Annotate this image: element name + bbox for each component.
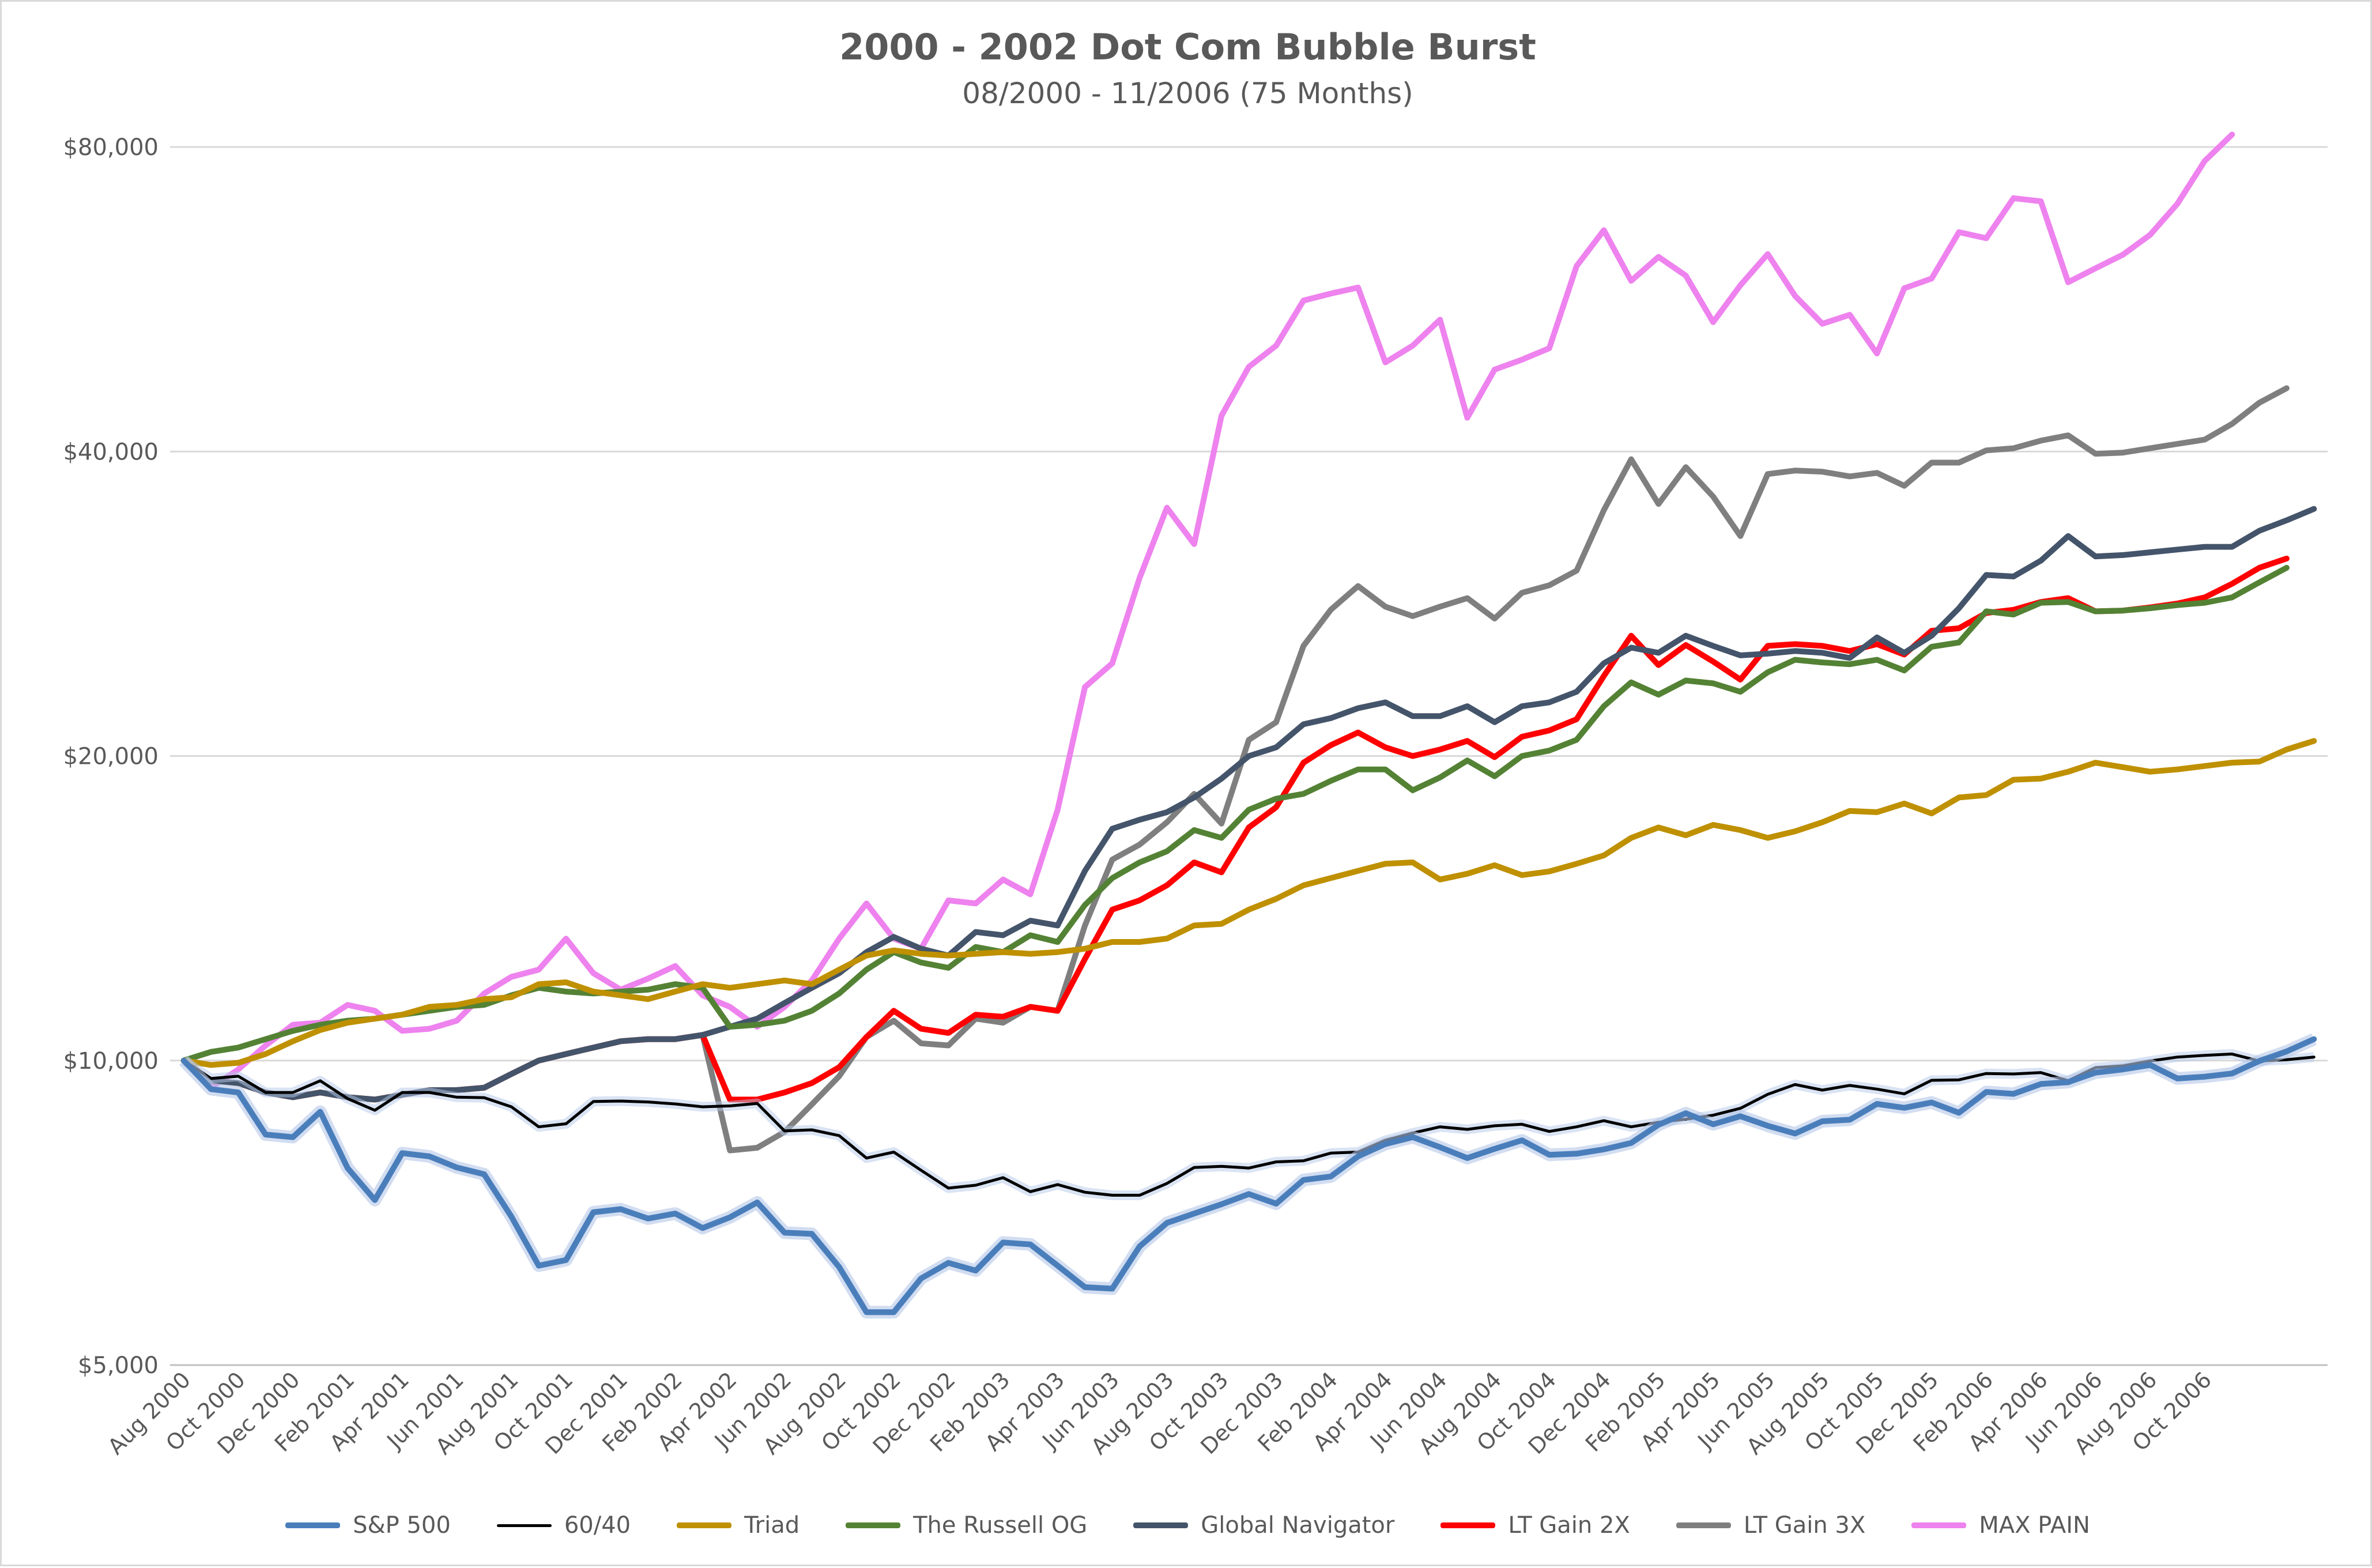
legend-item-s-p-500: S&P 500 bbox=[285, 1512, 451, 1539]
legend-label: LT Gain 3X bbox=[1743, 1512, 1866, 1539]
legend-item-max-pain: MAX PAIN bbox=[1911, 1512, 2090, 1539]
legend-label: Triad bbox=[744, 1512, 800, 1539]
legend-label: Global Navigator bbox=[1201, 1512, 1395, 1539]
legend-label: The Russell OG bbox=[913, 1512, 1088, 1539]
legend-swatch bbox=[1676, 1522, 1731, 1528]
y-tick-label: $20,000 bbox=[63, 744, 159, 770]
legend-item-60-40: 60/40 bbox=[496, 1512, 631, 1539]
y-tick-label: $5,000 bbox=[78, 1352, 159, 1379]
series-line-triad bbox=[180, 738, 2317, 1068]
y-tick-label: $80,000 bbox=[63, 134, 159, 161]
legend-swatch bbox=[1440, 1522, 1496, 1528]
series-line-s-p-500 bbox=[180, 1036, 2317, 1316]
y-tick-label: $10,000 bbox=[63, 1048, 159, 1075]
legend-item-lt-gain-2x: LT Gain 2X bbox=[1440, 1512, 1630, 1539]
y-axis-tick-labels: $5,000 $10,000 $20,000 $40,000 $80,000 bbox=[63, 134, 159, 1379]
legend-label: LT Gain 2X bbox=[1508, 1512, 1630, 1539]
series-line-60-40 bbox=[182, 1052, 2316, 1197]
series-line-max-pain bbox=[180, 131, 2235, 1091]
legend-swatch bbox=[496, 1524, 552, 1527]
legend-swatch bbox=[1133, 1522, 1189, 1528]
legend-swatch bbox=[285, 1522, 341, 1528]
series-line-lt-gain-2x bbox=[180, 555, 2290, 1103]
series-line-global-navigator bbox=[180, 506, 2317, 1103]
legend-item-the-russell-og: The Russell OG bbox=[846, 1512, 1087, 1539]
chart-title: 2000 - 2002 Dot Com Bubble Burst bbox=[839, 26, 1536, 68]
legend: S&P 500 60/40 Triad The Russell OG Global Na… bbox=[2, 1512, 2372, 1539]
legend-item-triad: Triad bbox=[677, 1512, 800, 1539]
y-tick-label: $40,000 bbox=[63, 439, 159, 465]
chart-subtitle: 08/2000 - 11/2006 (75 Months) bbox=[962, 77, 1413, 110]
legend-label: S&P 500 bbox=[353, 1512, 451, 1539]
legend-swatch bbox=[1911, 1522, 1967, 1528]
series-lines bbox=[179, 131, 2317, 1319]
legend-item-global-navigator: Global Navigator bbox=[1133, 1512, 1394, 1539]
legend-label: MAX PAIN bbox=[1979, 1512, 2090, 1539]
legend-swatch bbox=[677, 1522, 732, 1528]
legend-swatch bbox=[846, 1522, 901, 1528]
legend-item-lt-gain-3x: LT Gain 3X bbox=[1676, 1512, 1865, 1539]
legend-label: 60/40 bbox=[564, 1512, 631, 1539]
